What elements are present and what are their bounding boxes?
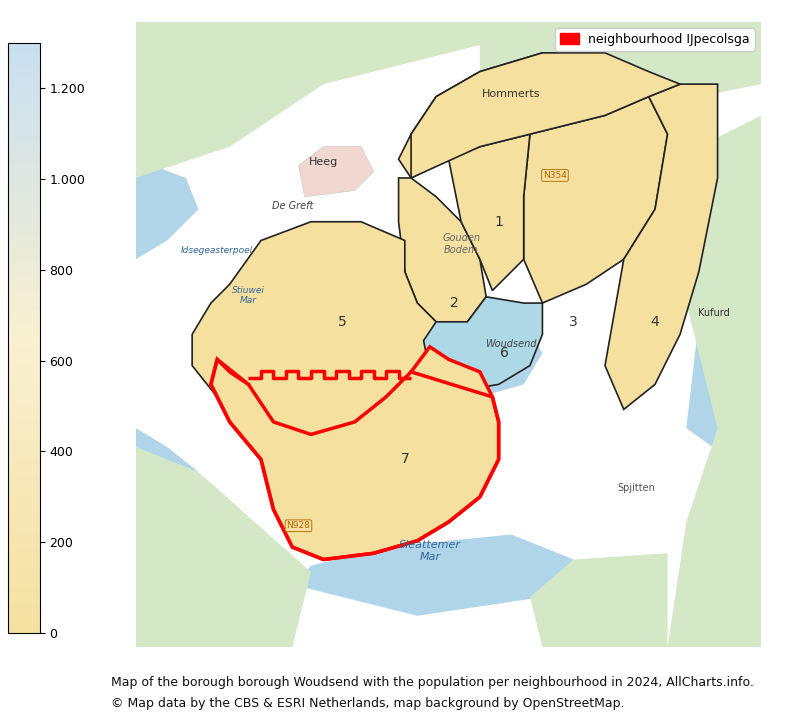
Legend: neighbourhood IJpecolsga: neighbourhood IJpecolsga bbox=[555, 28, 755, 51]
Text: De Greft: De Greft bbox=[272, 201, 313, 211]
Text: 2: 2 bbox=[450, 296, 459, 310]
Polygon shape bbox=[530, 554, 668, 647]
Polygon shape bbox=[136, 22, 574, 178]
Text: Heeg: Heeg bbox=[309, 157, 338, 168]
Text: 1: 1 bbox=[494, 215, 503, 229]
Polygon shape bbox=[423, 309, 542, 397]
Polygon shape bbox=[136, 447, 311, 647]
Text: Kufurd: Kufurd bbox=[699, 308, 730, 318]
Polygon shape bbox=[668, 116, 761, 647]
Polygon shape bbox=[136, 159, 198, 260]
Polygon shape bbox=[423, 297, 542, 390]
Text: 3: 3 bbox=[569, 315, 578, 329]
Polygon shape bbox=[524, 96, 668, 303]
Polygon shape bbox=[686, 284, 761, 459]
Text: © Map data by the CBS & ESRI Netherlands, map background by OpenStreetMap.: © Map data by the CBS & ESRI Netherlands… bbox=[111, 697, 625, 710]
Text: 6: 6 bbox=[500, 346, 509, 360]
Polygon shape bbox=[605, 84, 718, 409]
Text: Hommerts: Hommerts bbox=[482, 88, 541, 99]
Text: 5: 5 bbox=[338, 315, 347, 329]
Polygon shape bbox=[399, 53, 561, 178]
Text: Spjitten: Spjitten bbox=[617, 482, 655, 493]
Polygon shape bbox=[480, 22, 761, 147]
Text: 7: 7 bbox=[400, 452, 409, 467]
Text: Sleattemer
Mar: Sleattemer Mar bbox=[399, 540, 461, 562]
Text: Gouden
Bodem: Gouden Bodem bbox=[442, 234, 480, 255]
Text: Stiuwei
Mar: Stiuwei Mar bbox=[232, 285, 265, 305]
Polygon shape bbox=[192, 221, 436, 434]
Text: 4: 4 bbox=[650, 315, 659, 329]
Text: N354: N354 bbox=[543, 171, 567, 180]
Polygon shape bbox=[449, 134, 530, 290]
Polygon shape bbox=[299, 147, 373, 197]
Polygon shape bbox=[292, 534, 574, 615]
Polygon shape bbox=[411, 53, 680, 178]
Text: Idsegeasterpoel: Idsegeasterpoel bbox=[181, 246, 253, 255]
Polygon shape bbox=[136, 428, 198, 497]
Polygon shape bbox=[399, 178, 486, 322]
Text: N928: N928 bbox=[287, 521, 310, 530]
Text: Woudsend: Woudsend bbox=[485, 339, 537, 349]
Text: Map of the borough borough Woudsend with the population per neighbourhood in 202: Map of the borough borough Woudsend with… bbox=[111, 676, 754, 689]
Polygon shape bbox=[211, 347, 499, 559]
